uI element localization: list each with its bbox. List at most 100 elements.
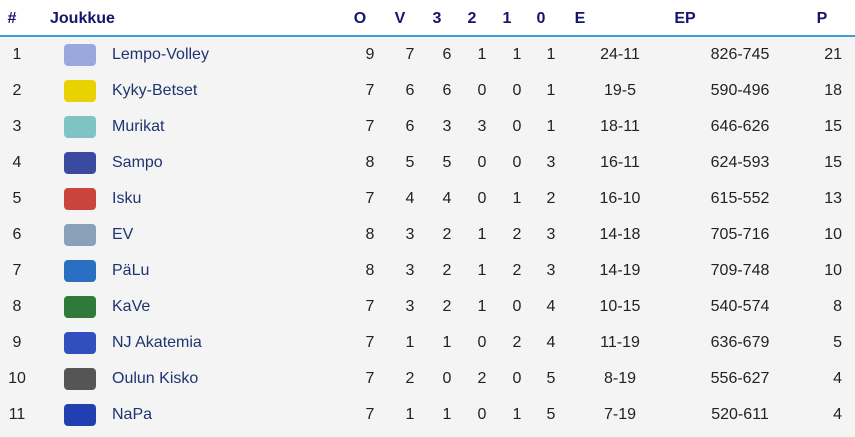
header-2[interactable]: 2: [467, 10, 477, 27]
cell-e: 14-18: [599, 226, 641, 243]
team-name-link[interactable]: NJ Akatemia: [112, 334, 202, 351]
table-row: EV 6 8 3 2 1 2 3 14-18 705-716 10: [0, 217, 855, 253]
cell-w2: 1: [477, 298, 487, 315]
team-name-link[interactable]: EV: [112, 226, 134, 243]
cell-p: 15: [824, 154, 842, 171]
team-logo-icon: [64, 80, 96, 102]
team-logo-icon: [64, 296, 96, 318]
header-ep[interactable]: EP: [674, 10, 696, 27]
cell-l0: 4: [546, 334, 556, 351]
cell-e: 14-19: [599, 262, 641, 279]
team-name-link[interactable]: Lempo-Volley: [112, 46, 209, 63]
team-name-link[interactable]: Kyky-Betset: [112, 82, 198, 99]
cell-l0: 3: [546, 262, 556, 279]
cell-e: 11-19: [600, 334, 640, 351]
cell-p: 10: [824, 262, 842, 279]
header-v[interactable]: V: [394, 10, 406, 27]
cell-rank: 5: [12, 190, 22, 207]
cell-w2: 1: [477, 46, 487, 63]
cell-v: 3: [405, 298, 415, 315]
cell-e: 10-15: [599, 298, 641, 315]
cell-ep: 636-679: [710, 334, 770, 351]
cell-v: 4: [405, 190, 415, 207]
cell-e: 16-11: [600, 154, 640, 171]
cell-l1: 1: [512, 46, 522, 63]
cell-w2: 0: [477, 154, 487, 171]
cell-w3: 5: [442, 154, 452, 171]
cell-p: 15: [824, 118, 842, 135]
table-row: Lempo-Volley 1 9 7 6 1 1 1 24-11 826-745 21: [0, 37, 855, 73]
cell-ep: 615-552: [710, 190, 770, 207]
cell-ep: 520-611: [711, 406, 769, 423]
team-name-link[interactable]: Murikat: [112, 118, 165, 135]
team-name-link[interactable]: Sampo: [112, 154, 163, 171]
cell-v: 3: [405, 262, 415, 279]
cell-e: 19-5: [603, 82, 637, 99]
header-rank[interactable]: #: [7, 10, 17, 27]
cell-v: 6: [405, 118, 415, 135]
cell-l0: 1: [546, 118, 556, 135]
team-name-link[interactable]: PäLu: [112, 262, 150, 279]
cell-l0: 5: [546, 406, 556, 423]
cell-rank: 2: [12, 82, 22, 99]
header-0[interactable]: 0: [536, 10, 546, 27]
cell-o: 8: [365, 262, 375, 279]
team-name-link[interactable]: KaVe: [112, 298, 151, 315]
header-p[interactable]: P: [816, 10, 828, 27]
table-row: Sampo 4 8 5 5 0 0 3 16-11 624-593 15: [0, 145, 855, 181]
cell-w2: 0: [477, 334, 487, 351]
cell-v: 7: [405, 46, 415, 63]
header-e[interactable]: E: [574, 10, 586, 27]
header-o[interactable]: O: [353, 10, 367, 27]
cell-o: 7: [365, 406, 375, 423]
team-name-link[interactable]: Isku: [112, 190, 142, 207]
cell-l1: 2: [512, 334, 522, 351]
cell-ep: 590-496: [710, 82, 770, 99]
cell-l0: 2: [546, 190, 556, 207]
cell-ep: 624-593: [710, 154, 770, 171]
cell-p: 13: [824, 190, 842, 207]
header-team[interactable]: Joukkue: [50, 10, 115, 27]
cell-l1: 0: [512, 298, 522, 315]
cell-w2: 0: [477, 190, 487, 207]
table-row: Isku 5 7 4 4 0 1 2 16-10 615-552 13: [0, 181, 855, 217]
cell-e: 18-11: [600, 118, 640, 135]
team-logo-icon: [64, 152, 96, 174]
cell-o: 7: [365, 370, 375, 387]
table-row: Oulun Kisko 10 7 2 0 2 0 5 8-19 556-627 4: [0, 361, 855, 397]
cell-o: 7: [365, 298, 375, 315]
header-1[interactable]: 1: [502, 10, 512, 27]
cell-l0: 3: [546, 154, 556, 171]
table-row: PäLu 7 8 3 2 1 2 3 14-19 709-748 10: [0, 253, 855, 289]
table-row: Kyky-Betset 2 7 6 6 0 0 1 19-5 590-496 18: [0, 73, 855, 109]
cell-l0: 5: [546, 370, 556, 387]
cell-l1: 0: [512, 154, 522, 171]
cell-ep: 705-716: [710, 226, 770, 243]
cell-rank: 10: [8, 370, 26, 387]
cell-o: 7: [365, 190, 375, 207]
header-3[interactable]: 3: [432, 10, 442, 27]
cell-ep: 826-745: [710, 46, 770, 63]
cell-l1: 1: [512, 190, 522, 207]
cell-rank: 3: [12, 118, 22, 135]
team-logo-icon: [64, 260, 96, 282]
cell-l1: 0: [512, 82, 522, 99]
cell-v: 1: [405, 406, 415, 423]
cell-l1: 2: [512, 226, 522, 243]
cell-p: 18: [824, 82, 842, 99]
cell-p: 10: [824, 226, 842, 243]
team-name-link[interactable]: Oulun Kisko: [112, 370, 199, 387]
cell-w3: 2: [442, 226, 452, 243]
cell-w3: 6: [442, 46, 452, 63]
cell-ep: 646-626: [710, 118, 770, 135]
table-header: # Joukkue O V 3 2 1 0 E EP P: [0, 0, 855, 37]
team-name-link[interactable]: NaPa: [112, 406, 153, 423]
cell-rank: 9: [12, 334, 22, 351]
cell-rank: 1: [12, 46, 22, 63]
cell-v: 3: [405, 226, 415, 243]
cell-e: 8-19: [603, 370, 637, 387]
cell-w3: 6: [442, 82, 452, 99]
team-logo-icon: [64, 368, 96, 390]
standings-table: Lempo-Volley 1 9 7 6 1 1 1 24-11 826-745 21 Kyky-Be…: [0, 37, 855, 433]
cell-o: 7: [365, 334, 375, 351]
